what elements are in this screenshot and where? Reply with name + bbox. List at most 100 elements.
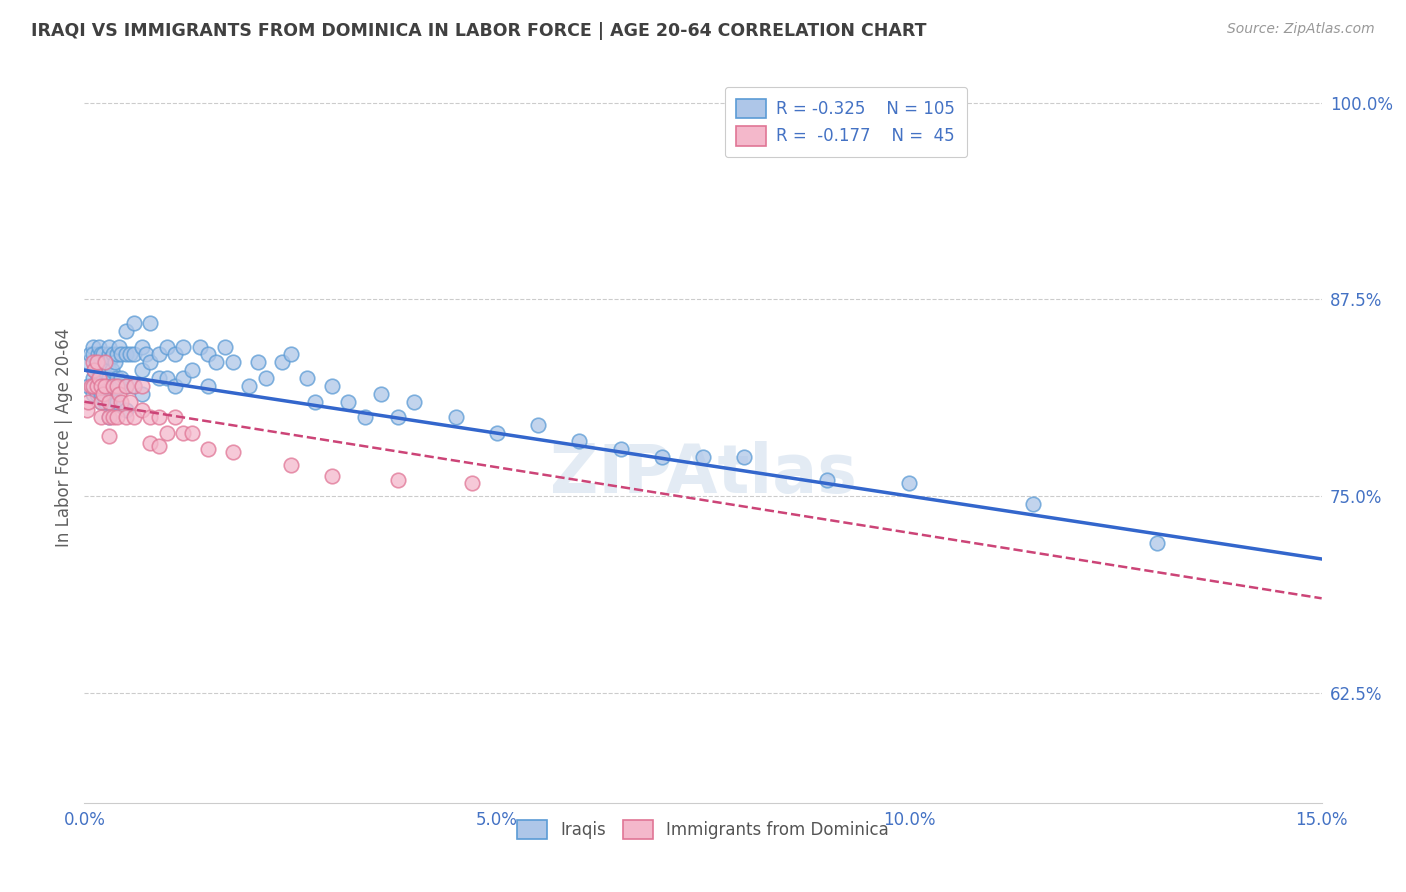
Point: [103, 398, 125, 412]
Point: [131, 340, 153, 354]
Point: [94, 355, 117, 369]
Point: [1146, 536, 1168, 550]
Point: [79, 347, 101, 361]
Point: [165, 410, 187, 425]
Point: [89, 371, 111, 385]
Point: [104, 379, 127, 393]
Point: [254, 371, 277, 385]
Point: [692, 450, 714, 464]
Point: [103, 410, 125, 425]
Point: [110, 394, 132, 409]
Point: [80, 379, 103, 393]
Point: [131, 379, 153, 393]
Point: [733, 450, 755, 464]
Point: [86, 347, 108, 361]
Point: [82, 347, 104, 361]
Point: [295, 371, 318, 385]
Point: [76, 402, 98, 417]
Point: [77, 379, 100, 393]
Point: [122, 347, 145, 361]
Point: [1022, 497, 1045, 511]
Point: [197, 379, 219, 393]
Point: [131, 402, 153, 417]
Point: [82, 387, 104, 401]
Point: [271, 355, 294, 369]
Point: [131, 363, 153, 377]
Point: [387, 410, 409, 425]
Point: [246, 355, 269, 369]
Point: [131, 387, 153, 401]
Point: [172, 371, 194, 385]
Point: [98, 429, 121, 443]
Point: [98, 410, 121, 425]
Point: [94, 379, 117, 393]
Point: [898, 476, 921, 491]
Point: [180, 363, 202, 377]
Point: [815, 473, 838, 487]
Point: [98, 394, 121, 409]
Point: [77, 394, 100, 409]
Point: [83, 363, 105, 377]
Legend: Iraqis, Immigrants from Dominica: Iraqis, Immigrants from Dominica: [510, 814, 896, 846]
Point: [122, 379, 145, 393]
Point: [86, 387, 108, 401]
Point: [105, 371, 128, 385]
Point: [91, 371, 114, 385]
Point: [148, 439, 170, 453]
Point: [568, 434, 591, 448]
Point: [82, 379, 104, 393]
Point: [82, 371, 104, 385]
Point: [118, 394, 141, 409]
Point: [98, 394, 121, 409]
Point: [304, 394, 326, 409]
Text: Source: ZipAtlas.com: Source: ZipAtlas.com: [1227, 22, 1375, 37]
Point: [135, 347, 157, 361]
Point: [337, 394, 360, 409]
Point: [98, 340, 121, 354]
Point: [89, 363, 111, 377]
Point: [105, 394, 128, 409]
Point: [101, 363, 124, 377]
Point: [94, 379, 117, 393]
Point: [84, 355, 107, 369]
Point: [118, 347, 141, 361]
Point: [108, 387, 131, 401]
Point: [90, 394, 112, 409]
Point: [180, 426, 202, 441]
Point: [172, 426, 194, 441]
Point: [222, 355, 245, 369]
Point: [86, 363, 108, 377]
Point: [108, 379, 131, 393]
Point: [110, 371, 132, 385]
Point: [105, 410, 128, 425]
Point: [89, 340, 111, 354]
Point: [83, 363, 105, 377]
Point: [114, 324, 136, 338]
Point: [94, 355, 117, 369]
Point: [139, 410, 162, 425]
Y-axis label: In Labor Force | Age 20-64: In Labor Force | Age 20-64: [55, 327, 73, 547]
Point: [90, 355, 112, 369]
Point: [353, 410, 375, 425]
Point: [461, 476, 484, 491]
Point: [280, 347, 302, 361]
Point: [197, 347, 219, 361]
Point: [280, 458, 302, 472]
Point: [100, 379, 122, 393]
Point: [82, 340, 104, 354]
Point: [609, 442, 631, 456]
Point: [90, 379, 112, 393]
Point: [387, 473, 409, 487]
Point: [77, 355, 100, 369]
Point: [139, 316, 162, 330]
Point: [651, 450, 673, 464]
Point: [90, 410, 112, 425]
Point: [172, 340, 194, 354]
Point: [148, 371, 170, 385]
Point: [148, 347, 170, 361]
Point: [90, 387, 112, 401]
Point: [98, 347, 121, 361]
Point: [114, 402, 136, 417]
Point: [156, 340, 179, 354]
Point: [321, 379, 343, 393]
